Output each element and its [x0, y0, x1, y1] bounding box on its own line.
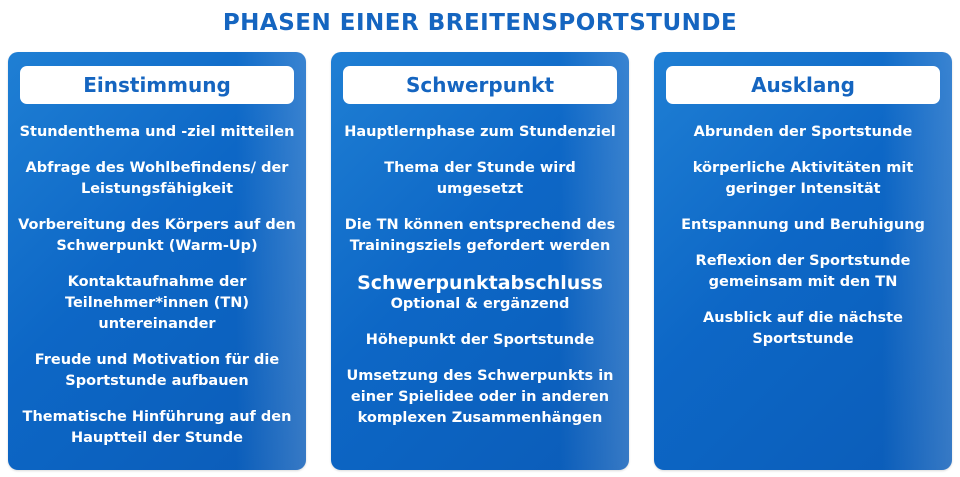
phase-item: körperliche Aktivitäten mit geringer Int…	[692, 160, 914, 197]
phase-items: Hauptlernphase zum Stundenziel Thema der…	[339, 122, 621, 444]
phase-item: Kontaktaufnahme der Teilnehmer*innen (TN…	[65, 274, 249, 332]
phase-item: Höhepunkt der Sportstunde	[365, 332, 595, 348]
phase-item: Hauptlernphase zum Stundenziel	[344, 124, 616, 140]
phase-item: Thema der Stunde wird umgesetzt	[384, 160, 576, 197]
phase-items: Stundenthema und -ziel mitteilen Abfrage…	[16, 122, 298, 464]
highlight-title: Schwerpunktabschluss	[357, 272, 603, 294]
phase-item: Ausblick auf die nächste Sportstunde	[703, 310, 903, 347]
phase-item: Entspannung und Beruhigung	[681, 217, 925, 233]
phase-item: Umsetzung des Schwerpunkts in einer Spie…	[346, 368, 614, 426]
phase-item: Abrunden der Sportstunde	[693, 124, 913, 140]
phase-items: Abrunden der Sportstunde körperliche Akt…	[662, 122, 944, 365]
phase-item: Stundenthema und -ziel mitteilen	[19, 124, 295, 140]
phase-item: Vorbereitung des Körpers auf den Schwerp…	[18, 217, 296, 254]
phase-item: Reflexion der Sportstunde gemeinsam mit …	[695, 253, 911, 290]
phase-card-ausklang: Ausklang Abrunden der Sportstunde körper…	[654, 52, 952, 470]
phase-header: Ausklang	[666, 66, 940, 104]
phase-item: Abfrage des Wohlbefindens/ der Leistungs…	[25, 160, 289, 197]
phase-item: Die TN können entsprechend des Trainings…	[344, 217, 616, 254]
phase-header: Schwerpunkt	[343, 66, 617, 104]
phase-card-schwerpunkt: Schwerpunkt Hauptlernphase zum Stundenzi…	[331, 52, 629, 470]
phase-item: Freude und Motivation für die Sportstund…	[34, 352, 280, 389]
phase-item: Thematische Hinführung auf den Hauptteil…	[22, 409, 292, 446]
page-title: PHASEN EINER BREITENSPORTSTUNDE	[222, 10, 738, 36]
highlight-subtitle: Optional & ergänzend	[390, 296, 570, 312]
phase-header: Einstimmung	[20, 66, 294, 104]
phase-card-einstimmung: Einstimmung Stundenthema und -ziel mitte…	[8, 52, 306, 470]
highlight-block: Schwerpunktabschluss Optional & ergänzen…	[339, 272, 621, 315]
